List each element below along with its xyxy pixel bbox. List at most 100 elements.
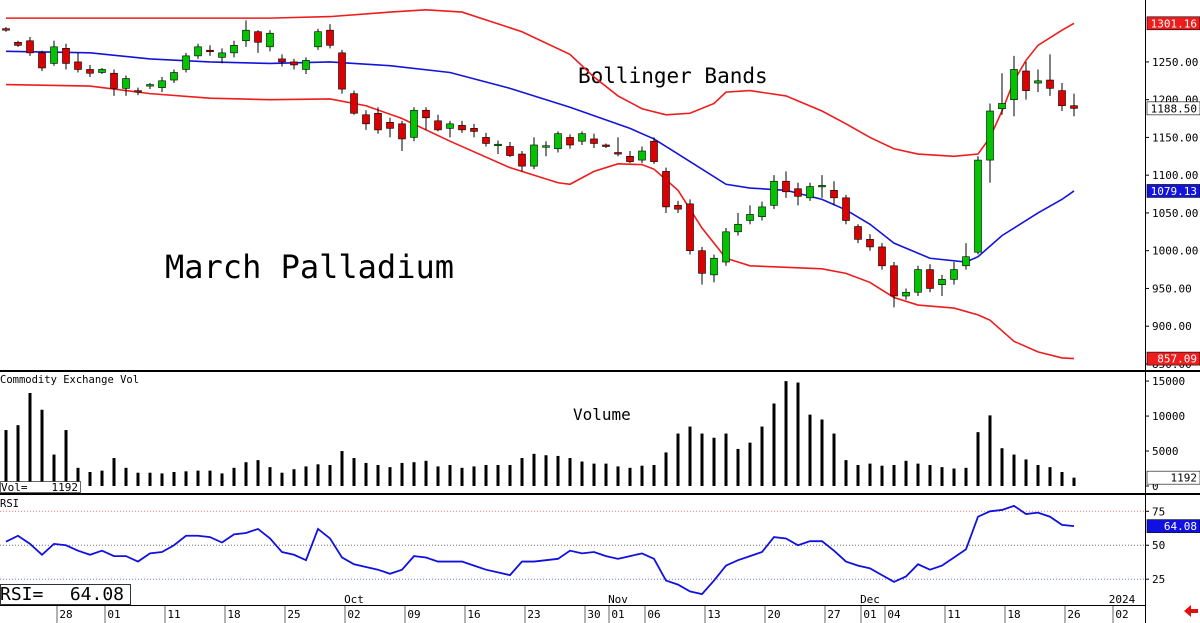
candle-body — [398, 123, 406, 140]
readout-value: 1192 — [52, 481, 79, 494]
candle-body — [26, 40, 34, 54]
candle-body — [458, 125, 466, 131]
y-tick-label: 950.00 — [1152, 282, 1192, 295]
candle-body — [698, 250, 706, 274]
candle-body — [650, 140, 658, 162]
candle-body — [926, 269, 934, 289]
candle-body — [74, 61, 82, 70]
candle-body — [890, 265, 898, 297]
candle-body — [338, 52, 346, 90]
readout-label: RSI= — [0, 584, 44, 605]
month-label: Oct — [344, 593, 364, 606]
value-box — [1146, 351, 1200, 366]
candle-body — [830, 189, 838, 199]
y-tick-label: 10000 — [1152, 410, 1185, 423]
y-tick-label: 900.00 — [1152, 320, 1192, 333]
candle-body — [98, 69, 106, 73]
candle-body — [1046, 79, 1054, 89]
y-tick-label: 1050.00 — [1152, 207, 1198, 220]
x-tick-label: 27 — [827, 608, 840, 621]
bollinger-band — [6, 9, 1075, 158]
candle-body — [374, 112, 382, 131]
candle-body — [1070, 105, 1078, 109]
candle-body — [806, 186, 814, 199]
candle-body — [1034, 80, 1042, 84]
x-tick-label: 18 — [1007, 608, 1020, 621]
candle-body — [986, 110, 994, 161]
candle-body — [2, 28, 10, 31]
y-tick-label: 1000.00 — [1152, 245, 1198, 258]
month-label: Nov — [608, 593, 628, 606]
candle-body — [278, 58, 286, 63]
x-tick-label: 25 — [287, 608, 300, 621]
x-tick-label: 28 — [59, 608, 72, 621]
candle-body — [674, 205, 682, 210]
y-tick-label: 5000 — [1152, 445, 1179, 458]
candle-body — [854, 226, 862, 240]
candle-body — [782, 180, 790, 193]
candle-body — [230, 45, 238, 54]
candle-body — [326, 29, 334, 46]
candle-body — [626, 156, 634, 162]
candle-body — [158, 80, 166, 88]
candle-body — [998, 103, 1006, 110]
candle-body — [950, 269, 958, 280]
y-tick-label: 75 — [1152, 505, 1165, 518]
panel-title: Commodity Exchange Vol — [0, 374, 139, 386]
candle-body — [686, 203, 694, 251]
readout-box — [0, 481, 81, 493]
candle-body — [134, 90, 142, 93]
value-box — [1146, 101, 1200, 116]
value-box — [1146, 519, 1200, 533]
candle-body — [1022, 70, 1030, 91]
candle-body — [1010, 69, 1018, 100]
month-label: Dec — [860, 593, 880, 606]
x-tick-label: 01 — [863, 608, 876, 621]
candle-body — [746, 214, 754, 221]
value-box — [1146, 16, 1200, 31]
annotation: Volume — [573, 405, 631, 424]
value-label: 1079.13 — [1151, 185, 1197, 198]
arrow-icon[interactable] — [1184, 605, 1198, 617]
month-label: 2024 — [1109, 593, 1136, 606]
candle-body — [50, 46, 58, 64]
candle-body — [974, 159, 982, 253]
candle-body — [386, 122, 394, 129]
candle-body — [494, 143, 502, 147]
y-tick-label: 15000 — [1152, 375, 1185, 388]
x-tick-label: 09 — [407, 608, 420, 621]
candle-body — [518, 153, 526, 167]
candle-body — [194, 46, 202, 57]
candle-body — [878, 246, 886, 267]
candle-body — [938, 279, 946, 285]
value-box — [1146, 184, 1200, 198]
x-tick-label: 02 — [1115, 608, 1128, 621]
x-tick-label: 11 — [167, 608, 180, 621]
candle-body — [206, 49, 214, 53]
y-tick-label: 25 — [1152, 573, 1165, 586]
candle-body — [14, 41, 22, 46]
candle-body — [38, 52, 46, 69]
candle-body — [578, 133, 586, 142]
panel-title: RSI — [0, 498, 19, 510]
chart-title: March Palladium — [165, 248, 454, 286]
candle-body — [86, 69, 94, 74]
value-box — [1146, 470, 1200, 485]
candle-body — [218, 52, 226, 58]
candle-body — [290, 61, 298, 66]
candle-body — [170, 72, 178, 81]
candle-body — [122, 78, 130, 89]
x-tick-label: 13 — [707, 608, 720, 621]
candle-body — [362, 114, 370, 125]
candle-body — [410, 109, 418, 138]
x-tick-label: 06 — [647, 608, 660, 621]
candle-body — [314, 31, 322, 48]
candle-body — [482, 137, 490, 144]
readout-box — [0, 584, 131, 605]
candle-body — [566, 137, 574, 146]
y-tick-label: 50 — [1152, 539, 1165, 552]
candle-body — [434, 120, 442, 131]
candle-body — [614, 152, 622, 155]
candle-body — [590, 138, 598, 144]
candle-body — [734, 223, 742, 233]
